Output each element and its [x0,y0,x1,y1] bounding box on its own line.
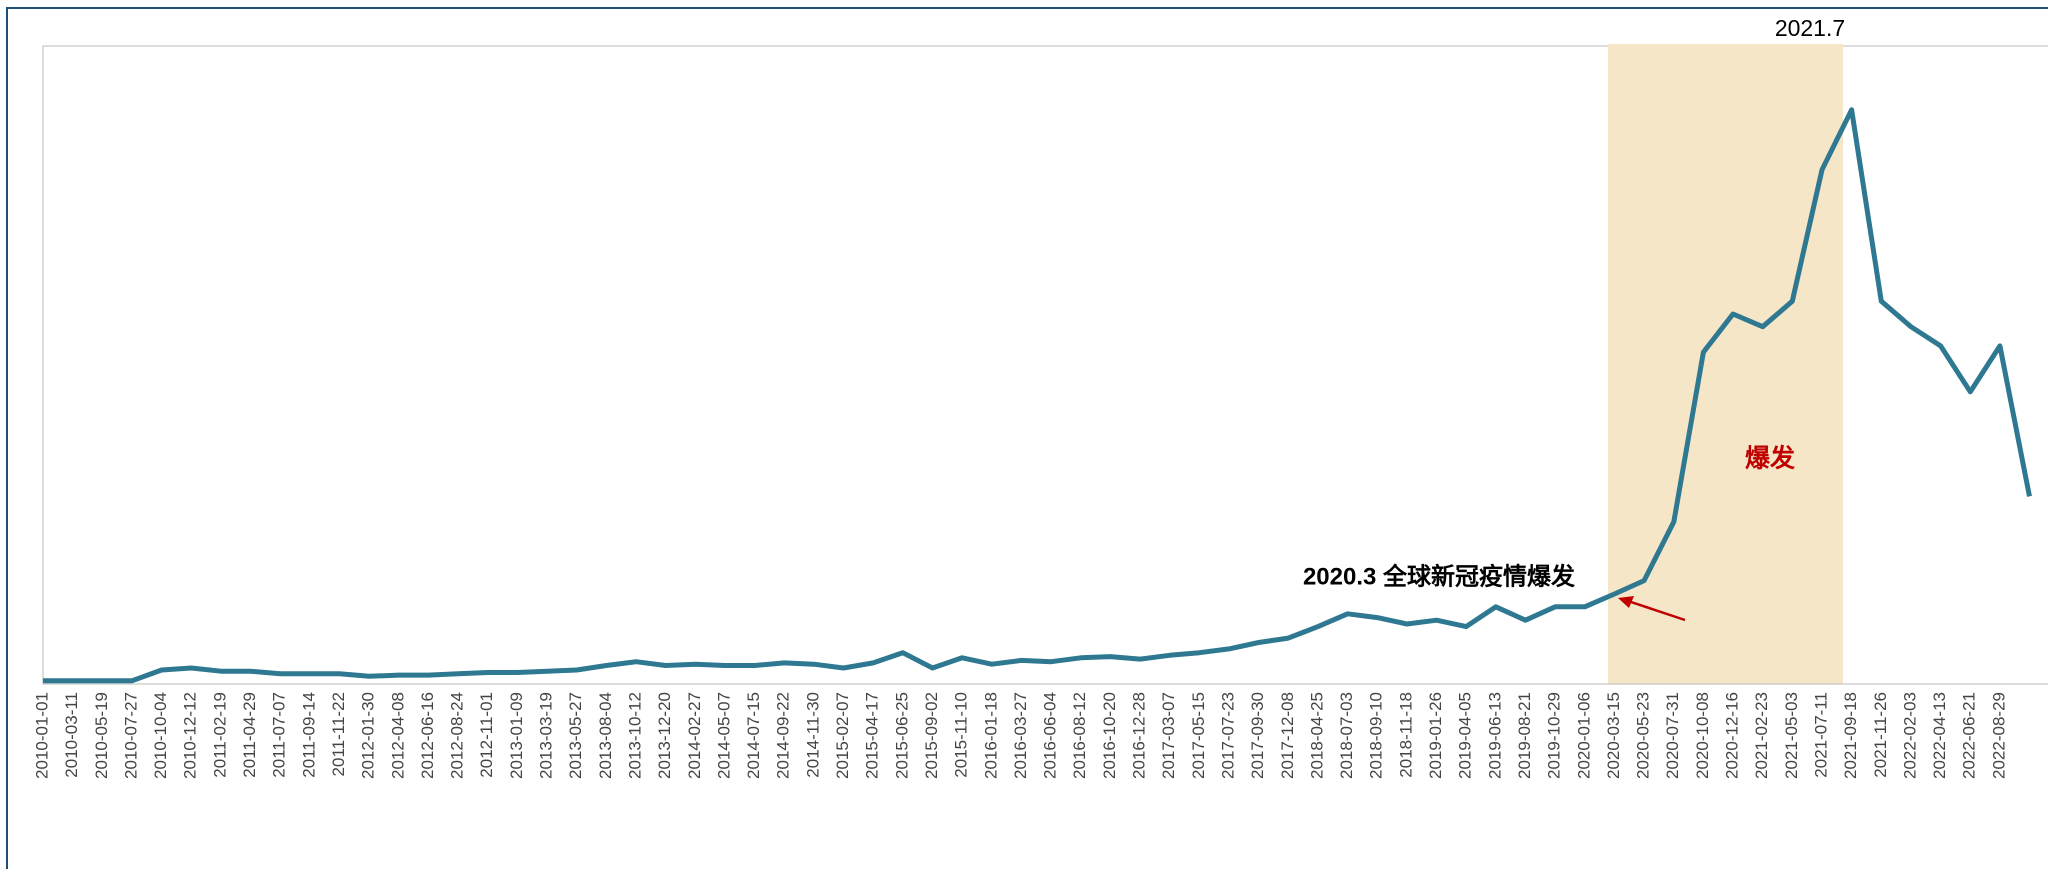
frame [6,7,2048,869]
x-tick-label: 2020-10-08 [1693,692,1712,779]
x-tick-label: 2022-02-03 [1900,692,1919,779]
x-tick-label: 2021-02-23 [1752,692,1771,779]
x-tick-label: 2014-02-27 [685,692,704,779]
x-tick-label: 2012-11-01 [477,692,496,778]
x-tick-label: 2021-09-18 [1841,692,1860,779]
x-tick-label: 2016-12-28 [1130,692,1149,779]
x-tick-label: 2014-09-22 [774,692,793,779]
x-tick-label: 2015-09-02 [922,692,941,779]
annotation: 爆发 [1745,444,1795,473]
x-tick-label: 2020-03-15 [1604,692,1623,779]
x-tick-label: 2019-06-13 [1485,692,1504,779]
x-tick-label: 2017-03-07 [1159,692,1178,779]
x-tick-label: 2022-08-29 [1989,692,2008,779]
x-tick-label: 2012-01-30 [359,692,378,779]
x-tick-label: 2019-08-21 [1515,692,1534,779]
x-tick-label: 2019-01-26 [1426,692,1445,779]
x-tick-label: 2016-08-12 [1070,692,1089,779]
x-tick-label: 2017-07-23 [1218,692,1237,779]
arrow-head [1618,596,1634,608]
x-tick-label: 2013-05-27 [566,692,585,779]
x-tick-label: 2011-07-07 [270,692,289,778]
x-tick-label: 2010-07-27 [121,692,140,779]
x-tick-label: 2012-08-24 [448,692,467,779]
arrow [1627,599,1686,622]
x-tick-label: 2013-10-12 [625,692,644,779]
x-tick-label: 2019-04-05 [1456,692,1475,779]
x-tick-label: 2012-04-08 [388,692,407,779]
x-tick-label: 2010-01-01 [32,692,51,779]
x-tick-label: 2021-11-26 [1871,692,1890,778]
x-tick-label: 2010-10-04 [151,692,170,779]
x-tick-label: 2020-05-23 [1634,692,1653,779]
x-tick-label: 2020-07-31 [1663,692,1682,779]
x-tick-label: 2015-06-25 [892,692,911,779]
x-tick-label: 2018-11-18 [1396,692,1415,778]
x-tick-label: 2014-05-07 [714,692,733,779]
line [43,107,2032,684]
x-tick-label: 2013-03-19 [537,692,556,779]
x-tick-label: 2011-04-29 [240,692,259,778]
x-tick-label: 2016-01-18 [981,692,1000,779]
highlight-band [1608,44,1843,684]
x-tick-label: 2016-10-20 [1100,692,1119,779]
x-tick-label: 2017-05-15 [1189,692,1208,779]
x-tick-label: 2022-06-21 [1960,692,1979,779]
x-tick-label: 2018-09-10 [1367,692,1386,779]
x-tick-label: 2020-12-16 [1723,692,1742,779]
x-tick-label: 2010-12-12 [181,692,200,779]
x-tick-label: 2011-11-22 [329,692,348,776]
x-tick-label: 2015-02-07 [833,692,852,779]
x-tick-label: 2018-07-03 [1337,692,1356,779]
x-tick-label: 2013-12-20 [655,692,674,779]
annotation: 2021.7 [1775,15,1845,41]
x-tick-label: 2010-05-19 [92,692,111,779]
x-tick-label: 2016-06-04 [1041,692,1060,779]
x-tick-label: 2022-04-13 [1930,692,1949,779]
x-tick-label: 2019-10-29 [1545,692,1564,779]
x-tick-label: 2015-04-17 [863,692,882,779]
x-tick-label: 2014-11-30 [803,692,822,778]
x-tick-label: 2011-02-19 [210,692,229,778]
x-tick-label: 2013-08-04 [596,692,615,779]
x-tick-label: 2021-05-03 [1782,692,1801,779]
x-tick-label: 2018-04-25 [1307,692,1326,779]
x-tick-label: 2011-09-14 [299,692,318,778]
x-tick-label: 2012-06-16 [418,692,437,779]
annotation: 2020.3 全球新冠疫情爆发 [1303,562,1575,590]
x-tick-label: 2017-12-08 [1278,692,1297,779]
x-tick-label: 2015-11-10 [952,692,971,778]
x-tick-label: 2014-07-15 [744,692,763,779]
x-tick-label: 2010-03-11 [62,692,81,778]
x-tick-label: 2013-01-09 [507,692,526,779]
x-tick-label: 2017-09-30 [1248,692,1267,779]
x-tick-label: 2016-03-27 [1011,692,1030,779]
x-tick-label: 2021-07-11 [1811,692,1830,778]
x-tick-label: 2020-01-06 [1574,692,1593,779]
